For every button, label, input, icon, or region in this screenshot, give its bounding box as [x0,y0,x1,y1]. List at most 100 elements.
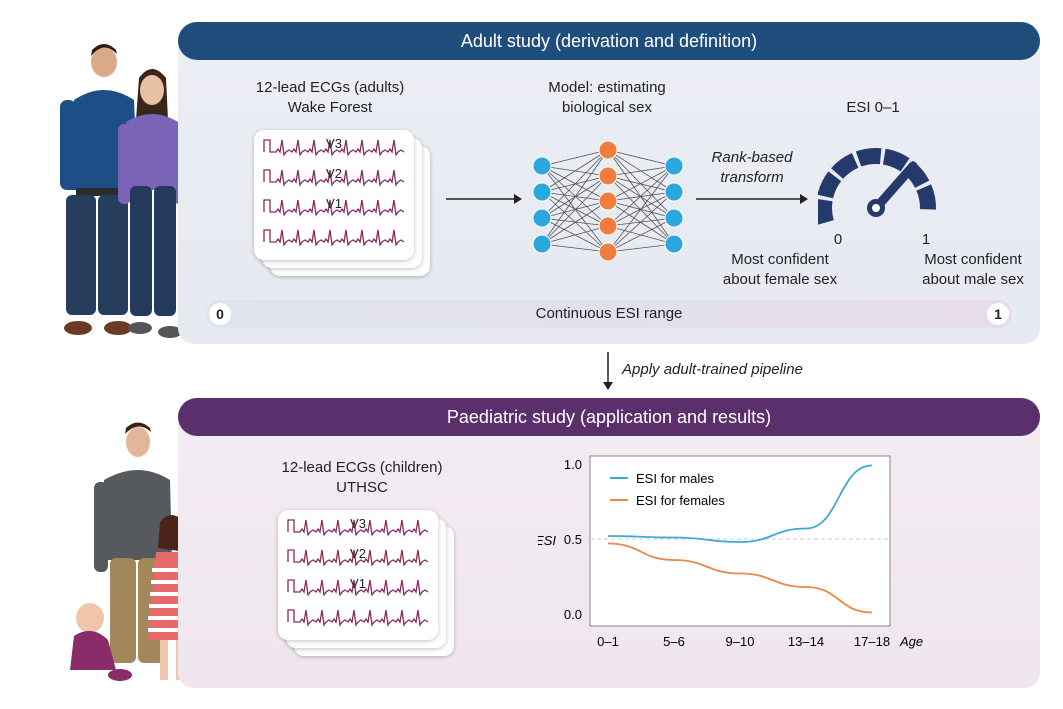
y-axis-label: ESI [538,533,556,548]
legend-label: ESI for females [636,493,725,508]
ecg-trace-row-3 [263,199,405,217]
adult-ecg-title-line2: Wake Forest [287,99,373,116]
nn-connection [541,149,609,245]
nn-node-layer-2 [598,140,618,160]
y-tick-label: 0.0 [564,607,582,622]
model-title: Model: estimating biological sex [520,78,694,118]
nn-node-layer-2 [598,216,618,236]
esi-range-bar: 0 Continuous ESI range 1 [206,300,1012,328]
gauge-segment [818,171,842,199]
nn-node-layer-3 [664,234,684,254]
gauge-segment [855,148,882,167]
x-tick-label: 5–6 [663,634,685,649]
gauge-segment [818,199,834,225]
nn-connection [607,175,675,245]
neural-network-icon [532,140,684,262]
nn-connection [541,165,609,227]
ecg-trace-row-1 [263,139,405,157]
nn-node-layer-3 [664,156,684,176]
nn-node-layer-2 [598,191,618,211]
peds-ecg-title-line1: 12-lead ECGs (children) [281,459,443,476]
female-confidence-line2: about female sex [722,271,838,288]
male-confidence-label: Most confident about male sex [908,250,1038,290]
ecg-trace-row-2 [287,549,429,567]
x-tick-label: 9–10 [726,634,755,649]
ecg-trace-row-3 [287,579,429,597]
lead-label-v2: V2 [350,546,366,561]
adult-study-banner: Adult study (derivation and definition) [178,22,1040,60]
apply-arrow-icon [603,352,613,390]
gauge-title: ESI 0–1 [846,99,900,116]
ecg-trace-row-2 [263,169,405,187]
rank-transform-line2: transform [720,169,784,186]
esi-gauge-icon [818,148,936,225]
model-title-line2: biological sex [561,99,653,116]
range-min-badge: 0 [209,303,231,325]
gauge-segment [916,184,936,210]
plot-area [589,455,891,627]
gauge-segment [831,153,859,179]
peds-ecg-title: 12-lead ECGs (children) UTHSC [262,458,462,498]
nn-connection [541,225,609,245]
nn-connection [541,175,609,245]
y-tick-label: 0.5 [564,532,582,547]
male-confidence-line2: about male sex [922,271,1024,288]
male-confidence-line1: Most confident [924,251,1022,268]
nn-connection [607,165,675,227]
nn-connection [541,217,609,227]
y-tick-label: 1.0 [564,457,582,472]
peds-ecg-title-line2: UTHSC [336,479,388,496]
lead-label-v2: V2 [326,166,342,181]
x-tick-label: 13–14 [788,634,824,649]
esi-by-age-chart: 0.0 0.5 1.0 ESI 0–1 5–6 9–10 13–14 17–18 Age ESI f… [538,455,923,649]
series-line-males [607,464,873,543]
nn-node-layer-1 [532,208,552,228]
ecg-traces [287,519,429,627]
nn-node-layer-2 [598,166,618,186]
nn-node-layer-3 [664,182,684,202]
nn-connection [541,200,609,245]
lead-label-v3: V3 [350,516,366,531]
female-confidence-label: Most confident about female sex [710,250,850,290]
nn-connection [607,165,675,202]
adult-ecg-title: 12-lead ECGs (adults) Wake Forest [240,78,420,118]
arrow-to-gauge-icon [696,194,808,204]
ecg-trace-row-1 [287,519,429,537]
legend-label: ESI for males [636,471,715,486]
range-label: Continuous ESI range [535,305,683,322]
arrow-to-model-icon [446,194,522,204]
nn-connection [607,149,675,167]
rank-transform-label: Rank-based transform [692,148,812,188]
paediatric-study-panel: Paediatric study (application and result… [178,398,1040,688]
model-title-line1: Model: estimating [548,79,666,96]
adult-study-panel: Adult study (derivation and definition) … [178,22,1040,344]
ecg-traces [263,139,405,247]
rank-transform-line1: Rank-based [711,149,793,166]
nn-node-layer-1 [532,234,552,254]
nn-connection [607,191,675,253]
x-tick-label: 17–18 [854,634,890,649]
nn-connection [541,149,609,193]
apply-pipeline-label: Apply adult-trained pipeline [622,361,803,378]
nn-connection [541,191,609,227]
adult-ecg-title-line1: 12-lead ECGs (adults) [255,79,405,96]
paediatric-study-banner: Paediatric study (application and result… [178,398,1040,436]
gauge-max-label: 1 [921,231,931,248]
lead-label-v1: V1 [326,196,342,211]
adult-couple-illustration [60,44,186,338]
gauge-segment [883,148,910,172]
lead-label-v3: V3 [326,136,342,151]
x-tick-label: 0–1 [597,634,619,649]
female-confidence-line1: Most confident [731,251,829,268]
nn-connection [607,165,675,177]
nn-connection [541,149,609,219]
nn-node-layer-1 [532,182,552,202]
nn-connection [607,175,675,219]
nn-node-layer-2 [598,242,618,262]
nn-connection [541,149,609,167]
nn-connection [607,165,675,253]
nn-node-layer-3 [664,208,684,228]
nn-connection [607,243,675,253]
ecg-card-front: V3 V2 V1 [278,510,438,640]
x-axis-label: Age [899,634,923,649]
